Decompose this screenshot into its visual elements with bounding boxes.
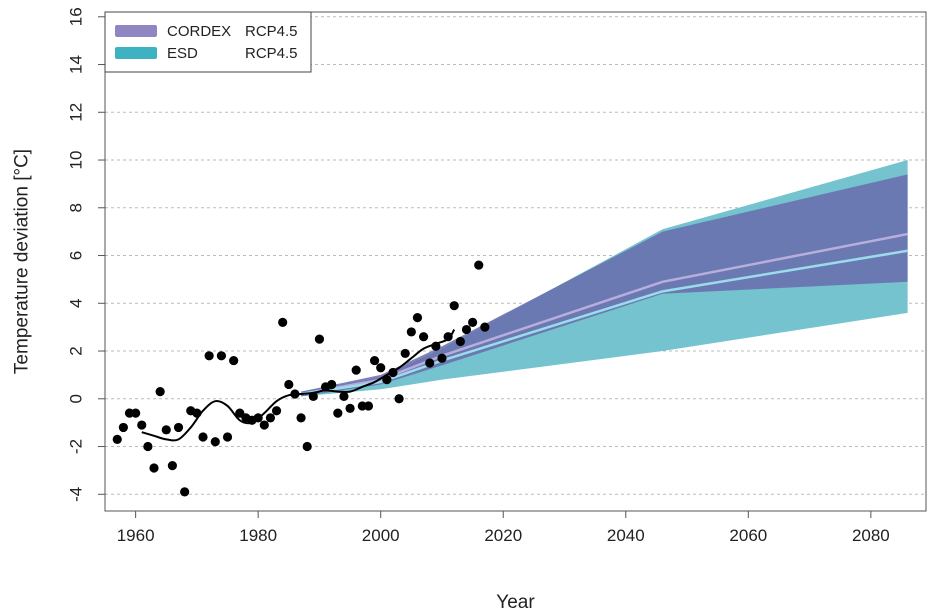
observation-point-1967 [173, 422, 184, 433]
plot-frame [104, 11, 927, 512]
observation-point-1998 [363, 401, 374, 411]
observation-point-1993 [333, 408, 343, 418]
observation-point-1995 [345, 403, 355, 413]
observation-point-1983 [271, 406, 282, 416]
observation-point-2004 [400, 348, 410, 359]
observation-point-1990 [314, 334, 325, 344]
observation-point-2013 [455, 336, 465, 347]
observation-point-1989 [308, 391, 318, 401]
observation-point-1987 [296, 413, 306, 423]
legend: CORDEX RCP4.5 ESD RCP4.5 [104, 11, 312, 73]
observation-point-2002 [388, 367, 398, 378]
observation-point-1970 [192, 408, 202, 418]
observation-point-1958 [118, 422, 128, 433]
legend-label-cordex: CORDEX [167, 23, 231, 40]
y-tick-label-0: 0 [67, 394, 86, 403]
observation-point-1996 [351, 365, 361, 375]
y-tick-label-4: 4 [67, 299, 86, 308]
axes: 1960 1980 2000 2020 2040 2060 2080 -4 -2 0 2 4 6 8 10 1… [67, 7, 890, 545]
observation-point-2005 [406, 327, 416, 337]
legend-scenario-esd: RCP4.5 [245, 45, 298, 62]
legend-swatch-esd [115, 47, 157, 59]
observation-point-1992 [327, 379, 337, 390]
y-tick-label-2: 2 [67, 346, 86, 355]
observation-point-1980 [253, 413, 263, 423]
legend-scenario-cordex: RCP4.5 [245, 23, 298, 40]
observation-point-2008 [425, 358, 435, 368]
x-tick-label-2080: 2080 [852, 526, 890, 545]
observation-point-1984 [278, 317, 288, 327]
observation-point-1968 [180, 487, 190, 497]
observation-point-1985 [284, 379, 294, 390]
observation-point-2010 [437, 353, 447, 363]
observation-point-2001 [382, 375, 392, 385]
x-tick-label-1960: 1960 [117, 526, 155, 545]
observation-point-2007 [418, 332, 429, 342]
observation-point-2012 [449, 301, 459, 311]
y-tick-label-14: 14 [67, 55, 86, 74]
x-axis-title: Year [496, 592, 535, 613]
legend-swatch-cordex [115, 25, 157, 37]
observation-point-2009 [431, 341, 441, 351]
observation-point-2000 [376, 363, 386, 373]
observation-point-2017 [480, 322, 490, 332]
observation-point-1981 [259, 420, 269, 430]
observation-point-1994 [339, 391, 349, 401]
y-tick-label-6: 6 [67, 251, 86, 260]
observation-point-1961 [137, 420, 147, 430]
y-tick-label--2: -2 [67, 439, 86, 454]
observation-point-1972 [204, 351, 214, 361]
observation-points [112, 260, 490, 497]
observation-point-1973 [210, 437, 220, 447]
observation-point-1982 [265, 413, 276, 423]
observation-point-2011 [443, 332, 453, 342]
projection-bands [301, 160, 908, 397]
y-axis-title: Temperature deviation [°C] [12, 149, 33, 374]
observation-point-1966 [167, 461, 177, 471]
observation-point-2014 [461, 324, 472, 335]
x-tick-label-1980: 1980 [239, 526, 277, 545]
observation-point-2006 [412, 313, 423, 323]
y-tick-label--4: -4 [67, 487, 86, 502]
observed-smooth-line [141, 329, 456, 442]
x-tick-label-2040: 2040 [607, 526, 645, 545]
observation-point-1986 [290, 389, 300, 399]
legend-label-esd: ESD [167, 45, 198, 62]
observation-point-1964 [155, 387, 165, 397]
observation-point-2003 [394, 394, 404, 404]
observation-point-1988 [302, 441, 312, 452]
x-tick-label-2020: 2020 [484, 526, 522, 545]
y-tick-label-8: 8 [67, 203, 86, 212]
x-tick-label-2000: 2000 [362, 526, 400, 545]
observation-point-1963 [149, 463, 159, 473]
observation-point-1965 [161, 425, 171, 435]
x-tick-label-2060: 2060 [729, 526, 767, 545]
observation-point-1960 [131, 408, 141, 418]
legend-box [104, 11, 312, 73]
y-tick-label-16: 16 [67, 7, 86, 26]
observation-point-1999 [369, 355, 380, 366]
cordex-band [301, 174, 908, 397]
y-tick-label-10: 10 [67, 151, 86, 170]
observation-point-1975 [222, 432, 233, 442]
observation-point-1976 [229, 355, 239, 366]
observation-point-1962 [143, 441, 153, 452]
y-tick-label-12: 12 [67, 103, 86, 122]
observation-point-2016 [474, 260, 484, 270]
observation-point-2015 [468, 317, 478, 327]
observation-point-1957 [112, 434, 122, 444]
observation-point-1974 [216, 351, 227, 361]
observation-point-1971 [198, 432, 208, 442]
